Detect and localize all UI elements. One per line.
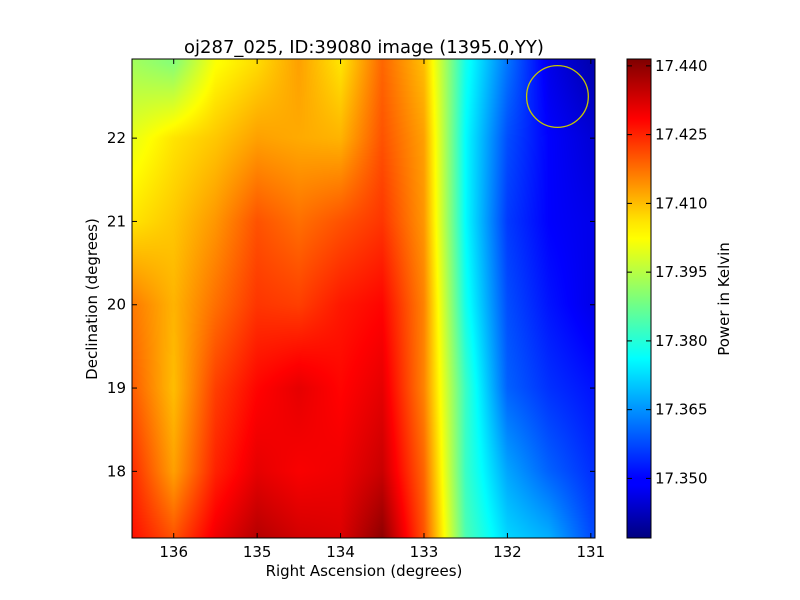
x-tick-label: 134	[326, 543, 355, 561]
colorbar-tick-label: 17.365	[655, 401, 708, 419]
colorbar-tick-label: 17.395	[655, 263, 708, 281]
plot-area	[132, 59, 595, 538]
y-tick-label: 18	[107, 462, 126, 480]
colorbar-tick-label: 17.440	[655, 57, 708, 75]
x-axis: 136 135 134 133 132 131	[159, 59, 605, 561]
colorbar-tick-label: 17.425	[655, 126, 708, 144]
y-tick-label: 21	[107, 212, 126, 230]
heatmap-image	[132, 59, 595, 538]
colorbar	[626, 58, 652, 539]
colorbar-axis: 17.350 17.365 17.380 17.395 17.410 17.425 17.4…	[627, 57, 708, 487]
annotation-circle	[525, 64, 589, 129]
y-axis: 18 19 20 21 22	[107, 129, 595, 480]
colorbar-tick-label: 17.410	[655, 194, 708, 212]
colorbar-tick-label: 17.350	[655, 469, 708, 487]
plot-frame	[131, 58, 596, 539]
x-tick-label: 135	[243, 543, 272, 561]
annotation-layer	[525, 64, 589, 129]
x-tick-label: 133	[410, 543, 439, 561]
colorbar-tick-label: 17.380	[655, 332, 708, 350]
x-tick-label: 131	[577, 543, 606, 561]
y-tick-label: 19	[107, 379, 126, 397]
x-axis-label: Right Ascension (degrees)	[266, 562, 463, 580]
y-tick-label: 20	[107, 296, 126, 314]
colorbar-label: Power in Kelvin	[715, 242, 733, 356]
chart-title: oj287_025, ID:39080 image (1395.0,YY)	[184, 37, 544, 58]
x-tick-label: 132	[493, 543, 522, 561]
y-axis-label: Declination (degrees)	[83, 218, 101, 380]
y-tick-label: 22	[107, 129, 126, 147]
x-tick-label: 136	[159, 543, 188, 561]
